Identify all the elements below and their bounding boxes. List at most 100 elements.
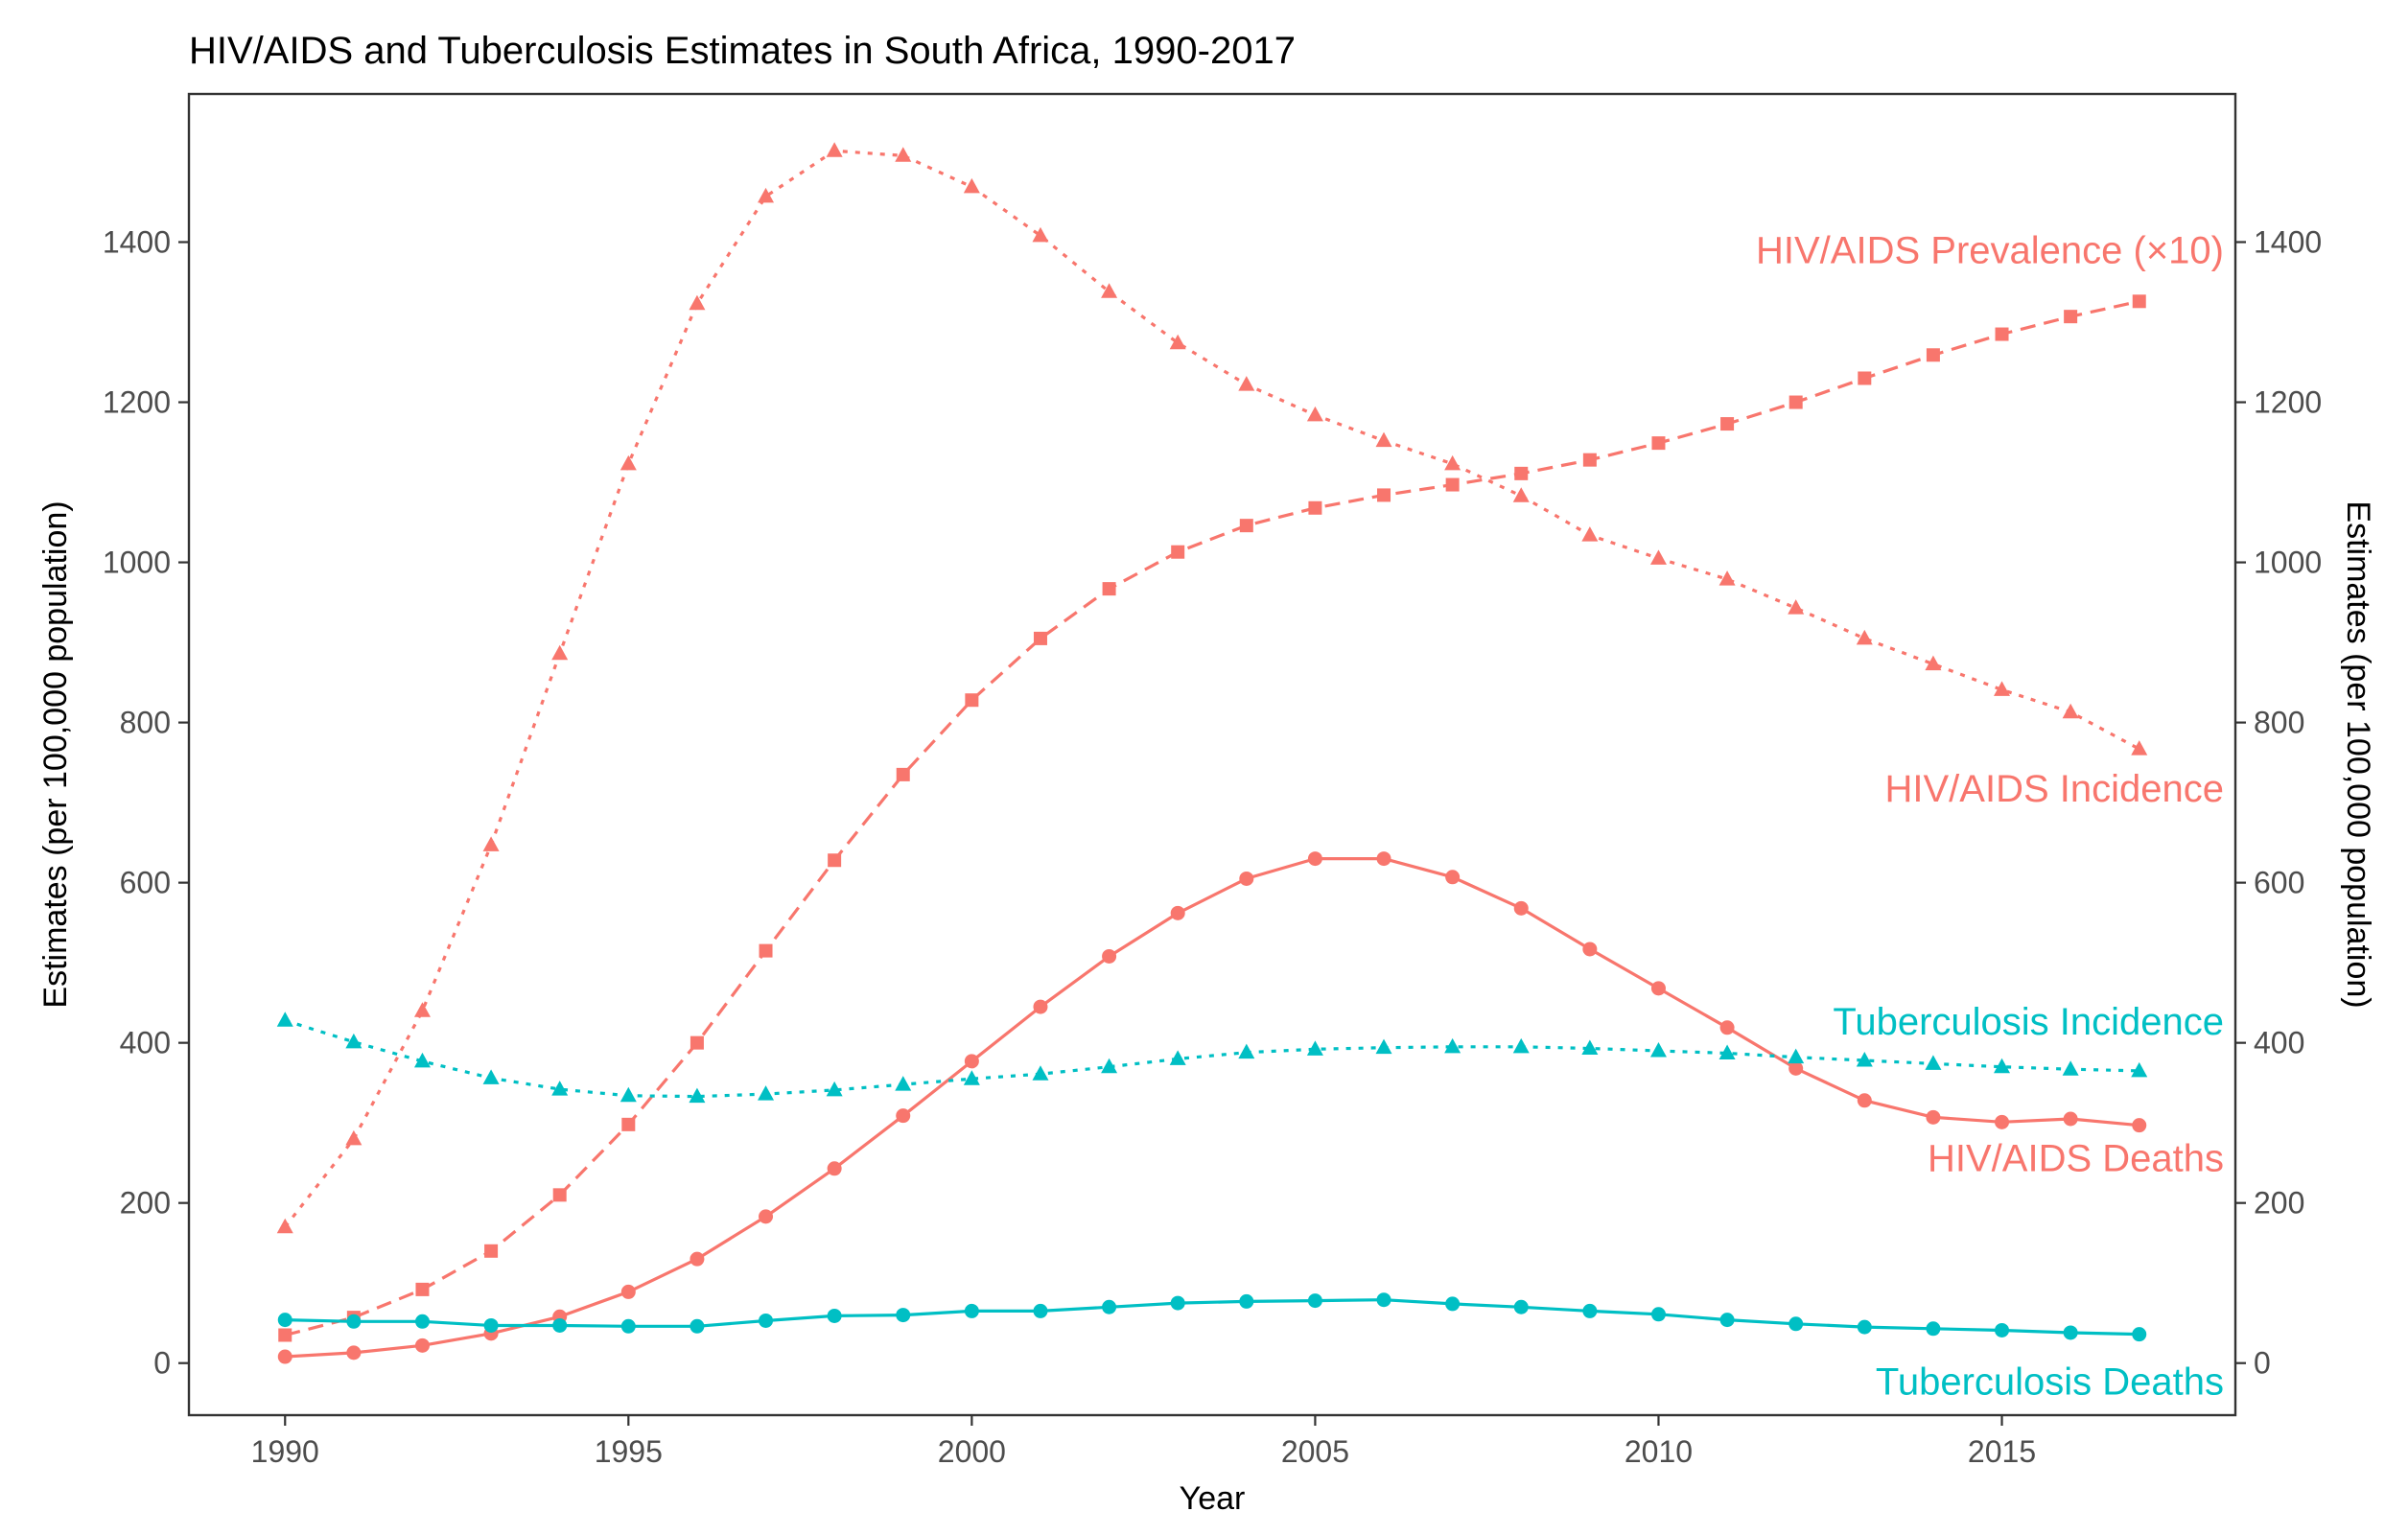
chart-title: HIV/AIDS and Tuberculosis Estimates in S… bbox=[189, 30, 1296, 72]
data-point-tuberculosis-deaths bbox=[827, 1308, 842, 1323]
data-point-tuberculosis-deaths bbox=[1307, 1293, 1322, 1309]
data-point-tuberculosis-incidence bbox=[1581, 1039, 1599, 1056]
data-point-hiv-aids-deaths bbox=[1376, 851, 1391, 867]
data-point-hiv-aids-prevalence-10 bbox=[621, 1117, 636, 1131]
data-point-hiv-aids-incidence bbox=[1512, 487, 1530, 502]
data-point-tuberculosis-incidence bbox=[963, 1070, 980, 1085]
y-tick-label-left: 1400 bbox=[103, 225, 171, 260]
data-point-hiv-aids-prevalence-10 bbox=[1102, 582, 1116, 596]
data-point-tuberculosis-incidence bbox=[620, 1086, 637, 1103]
data-point-hiv-aids-incidence bbox=[826, 142, 843, 157]
data-point-hiv-aids-incidence bbox=[1925, 655, 1942, 671]
data-point-hiv-aids-prevalence-10 bbox=[552, 1188, 567, 1202]
data-point-tuberculosis-incidence bbox=[1718, 1044, 1736, 1060]
x-tick-label: 1990 bbox=[251, 1434, 319, 1469]
data-point-hiv-aids-prevalence-10 bbox=[484, 1244, 499, 1258]
data-point-hiv-aids-deaths bbox=[896, 1108, 911, 1124]
series-hiv-aids-incidence bbox=[276, 142, 2148, 1234]
series-labels: HIV/AIDS Incidence HIV/AIDS Prevalence (×… bbox=[1756, 229, 2224, 1403]
data-point-tuberculosis-incidence bbox=[895, 1076, 912, 1091]
series-tuberculosis-incidence bbox=[276, 1012, 2148, 1104]
data-point-hiv-aids-incidence bbox=[1444, 454, 1461, 471]
data-point-hiv-aids-prevalence-10 bbox=[1445, 477, 1460, 492]
series-hiv-aids-deaths bbox=[277, 851, 2147, 1364]
y-tick-label-right: 600 bbox=[2254, 866, 2304, 900]
data-point-tuberculosis-incidence bbox=[1032, 1065, 1049, 1081]
data-point-hiv-aids-prevalence-10 bbox=[1720, 417, 1735, 431]
y-tick-label-right: 1000 bbox=[2254, 546, 2322, 580]
data-point-tuberculosis-deaths bbox=[277, 1313, 292, 1328]
data-point-tuberculosis-incidence bbox=[1994, 1058, 2011, 1074]
data-point-hiv-aids-deaths bbox=[1995, 1114, 2010, 1129]
data-point-hiv-aids-deaths bbox=[1445, 870, 1461, 885]
data-point-hiv-aids-prevalence-10 bbox=[690, 1035, 704, 1050]
data-point-hiv-aids-deaths bbox=[1307, 851, 1322, 867]
data-point-hiv-aids-deaths bbox=[346, 1345, 362, 1361]
x-tick-label: 2010 bbox=[1625, 1434, 1693, 1469]
y-tick-label-left: 0 bbox=[153, 1346, 171, 1381]
data-point-hiv-aids-deaths bbox=[690, 1251, 705, 1267]
data-point-hiv-aids-incidence bbox=[1788, 599, 1805, 615]
data-point-tuberculosis-deaths bbox=[1995, 1322, 2010, 1337]
data-point-hiv-aids-deaths bbox=[2063, 1111, 2078, 1127]
data-point-hiv-aids-incidence bbox=[2062, 703, 2079, 719]
data-point-hiv-aids-deaths bbox=[414, 1337, 430, 1353]
data-point-hiv-aids-prevalence-10 bbox=[896, 767, 910, 781]
data-point-hiv-aids-incidence bbox=[1856, 629, 1873, 645]
data-point-hiv-aids-deaths bbox=[2132, 1118, 2147, 1133]
data-point-tuberculosis-incidence bbox=[758, 1085, 775, 1101]
x-tick-label: 2015 bbox=[1968, 1434, 2036, 1469]
data-point-hiv-aids-prevalence-10 bbox=[278, 1328, 292, 1342]
data-point-hiv-aids-deaths bbox=[1650, 981, 1666, 996]
data-point-tuberculosis-incidence bbox=[1788, 1048, 1805, 1064]
data-point-tuberculosis-deaths bbox=[1857, 1319, 1872, 1335]
data-point-hiv-aids-incidence bbox=[276, 1218, 293, 1234]
data-point-tuberculosis-deaths bbox=[1445, 1296, 1461, 1312]
x-tick-label: 2000 bbox=[938, 1434, 1006, 1469]
data-point-tuberculosis-deaths bbox=[1926, 1321, 1941, 1337]
data-point-tuberculosis-deaths bbox=[1102, 1299, 1117, 1314]
data-point-tuberculosis-incidence bbox=[1925, 1055, 1942, 1070]
data-point-tuberculosis-deaths bbox=[2132, 1327, 2147, 1342]
data-point-hiv-aids-prevalence-10 bbox=[1377, 488, 1391, 502]
data-point-hiv-aids-prevalence-10 bbox=[1582, 453, 1597, 467]
data-point-hiv-aids-prevalence-10 bbox=[965, 693, 979, 708]
data-point-tuberculosis-deaths bbox=[552, 1317, 568, 1333]
series-label-tuberculosis-deaths: Tuberculosis Deaths bbox=[1876, 1361, 2224, 1404]
data-point-tuberculosis-incidence bbox=[1649, 1042, 1667, 1058]
data-point-tuberculosis-deaths bbox=[1513, 1299, 1529, 1314]
data-point-hiv-aids-incidence bbox=[1169, 334, 1186, 350]
data-point-tuberculosis-incidence bbox=[2062, 1060, 2079, 1076]
series-label-hiv-aids-deaths: HIV/AIDS Deaths bbox=[1928, 1138, 2224, 1180]
data-point-hiv-aids-incidence bbox=[482, 836, 500, 851]
series-label-tuberculosis-incidence: Tuberculosis Incidence bbox=[1833, 1001, 2224, 1043]
data-point-hiv-aids-prevalence-10 bbox=[1926, 348, 1940, 362]
data-point-hiv-aids-deaths bbox=[277, 1349, 292, 1364]
data-point-tuberculosis-deaths bbox=[896, 1308, 911, 1323]
data-point-hiv-aids-prevalence-10 bbox=[828, 853, 842, 868]
data-point-tuberculosis-incidence bbox=[826, 1081, 843, 1097]
data-point-hiv-aids-deaths bbox=[1788, 1060, 1804, 1076]
data-point-tuberculosis-incidence bbox=[1101, 1058, 1118, 1074]
data-point-tuberculosis-deaths bbox=[1239, 1293, 1254, 1309]
x-tick-label: 2005 bbox=[1281, 1434, 1349, 1469]
data-point-hiv-aids-incidence bbox=[1581, 526, 1599, 542]
series-label-hiv-aids-prevalence-10: HIV/AIDS Prevalence (×10) bbox=[1756, 229, 2224, 271]
series-line-hiv-aids-prevalence-10 bbox=[284, 299, 2140, 1337]
data-point-hiv-aids-incidence bbox=[895, 147, 912, 162]
axes: 1990 1995 2000 2005 2010 2015 0 0 200 200 400 400 60… bbox=[103, 225, 2322, 1469]
data-point-hiv-aids-incidence bbox=[1375, 431, 1392, 448]
data-point-hiv-aids-incidence bbox=[1649, 549, 1667, 565]
data-point-hiv-aids-prevalence-10 bbox=[1239, 519, 1253, 533]
data-point-hiv-aids-incidence bbox=[1718, 570, 1736, 586]
data-point-tuberculosis-deaths bbox=[1650, 1307, 1666, 1322]
data-point-hiv-aids-prevalence-10 bbox=[415, 1282, 430, 1296]
data-point-hiv-aids-incidence bbox=[1238, 376, 1255, 391]
data-point-hiv-aids-prevalence-10 bbox=[1308, 500, 1322, 515]
data-point-tuberculosis-deaths bbox=[1719, 1313, 1735, 1328]
y-tick-label-right: 200 bbox=[2254, 1186, 2304, 1221]
y-tick-label-left: 800 bbox=[120, 706, 171, 740]
y-tick-label-left: 200 bbox=[120, 1186, 171, 1221]
data-point-tuberculosis-incidence bbox=[482, 1069, 500, 1084]
